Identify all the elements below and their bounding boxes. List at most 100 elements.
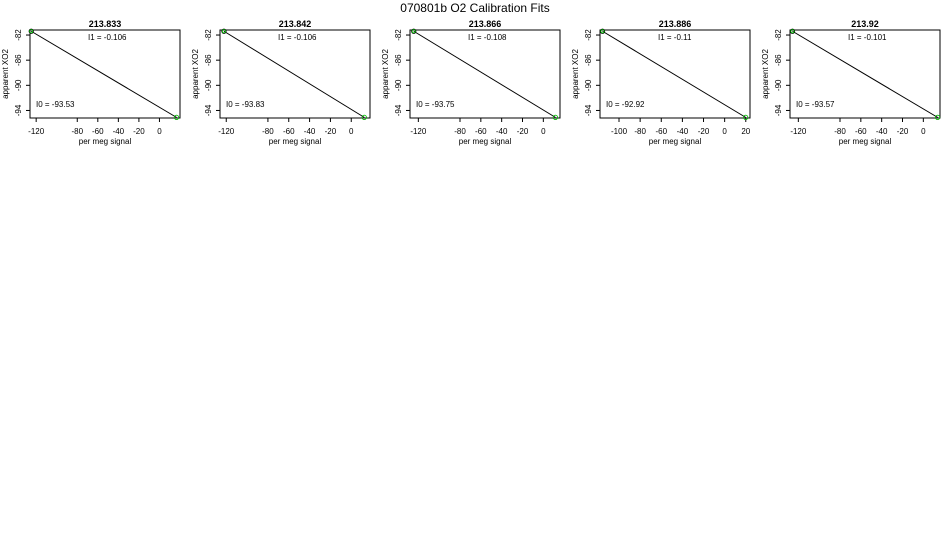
y-tick-label: -86 bbox=[14, 54, 23, 66]
y-axis-label: apparent XO2 bbox=[1, 49, 10, 99]
data-point bbox=[28, 28, 34, 34]
data-point bbox=[552, 114, 559, 120]
x-axis-label: per meg signal bbox=[839, 137, 892, 146]
fit-line bbox=[30, 30, 177, 118]
x-tick-label: -120 bbox=[28, 127, 45, 136]
panel-title: 213.866 bbox=[469, 19, 502, 29]
x-tick-label: -80 bbox=[71, 127, 83, 136]
data-point bbox=[29, 29, 34, 34]
y-tick-label: -82 bbox=[774, 29, 783, 41]
data-point bbox=[411, 28, 417, 34]
x-tick-label: -80 bbox=[454, 127, 466, 136]
y-tick-label: -86 bbox=[204, 54, 213, 66]
x-tick-label: 0 bbox=[722, 127, 727, 136]
data-point bbox=[599, 28, 606, 34]
intercept-annotation: I0 = -93.53 bbox=[36, 100, 75, 109]
x-tick-label: -20 bbox=[325, 127, 337, 136]
calibration-plots: 213.833 -120 -80 -60 -40 -20 0 -82 -86 -90 -94 per … bbox=[1, 19, 941, 146]
x-tick-label: -40 bbox=[876, 127, 888, 136]
y-tick-label: -86 bbox=[774, 54, 783, 66]
x-tick-label: -20 bbox=[517, 127, 529, 136]
data-point bbox=[411, 29, 416, 34]
x-tick-label: -40 bbox=[496, 127, 508, 136]
x-tick-label: -100 bbox=[611, 127, 628, 136]
y-tick-label: -94 bbox=[774, 104, 783, 116]
x-tick-label: 0 bbox=[921, 127, 926, 136]
slope-annotation: I1 = -0.101 bbox=[848, 33, 887, 42]
data-point bbox=[790, 29, 795, 34]
slope-annotation: I1 = -0.108 bbox=[468, 33, 507, 42]
plot-frame bbox=[789, 29, 941, 119]
y-tick-label: -82 bbox=[584, 29, 593, 41]
slope-annotation: I1 = -0.11 bbox=[658, 33, 692, 42]
data-point bbox=[173, 114, 180, 120]
x-tick-label: -20 bbox=[133, 127, 145, 136]
x-tick-label: -20 bbox=[897, 127, 909, 136]
plot-frame bbox=[599, 29, 751, 119]
x-axis-label: per meg signal bbox=[459, 137, 512, 146]
y-tick-label: -90 bbox=[14, 79, 23, 91]
y-tick-label: -94 bbox=[394, 104, 403, 116]
data-point bbox=[221, 29, 226, 34]
x-tick-label: -60 bbox=[92, 127, 104, 136]
data-point bbox=[600, 29, 605, 34]
panel-title: 213.886 bbox=[659, 19, 692, 29]
y-axis-label: apparent XO2 bbox=[191, 49, 200, 99]
plot-frame bbox=[219, 29, 371, 119]
fit-line bbox=[792, 30, 938, 118]
fit-line bbox=[602, 30, 746, 118]
x-tick-label: 20 bbox=[741, 127, 750, 136]
y-tick-label: -94 bbox=[204, 104, 213, 116]
x-axis-label: per meg signal bbox=[79, 137, 132, 146]
y-tick-label: -90 bbox=[584, 79, 593, 91]
x-tick-label: -120 bbox=[410, 127, 427, 136]
y-tick-label: -90 bbox=[394, 79, 403, 91]
y-tick-label: -90 bbox=[774, 79, 783, 91]
y-tick-label: -82 bbox=[14, 29, 23, 41]
panel-title: 213.842 bbox=[279, 19, 312, 29]
x-tick-label: -40 bbox=[113, 127, 125, 136]
x-tick-label: -60 bbox=[655, 127, 667, 136]
data-point bbox=[361, 114, 367, 120]
data-point bbox=[789, 28, 796, 34]
y-tick-label: -82 bbox=[204, 29, 213, 41]
y-tick-label: -82 bbox=[394, 29, 403, 41]
y-axis-label: apparent XO2 bbox=[761, 49, 770, 99]
x-tick-label: -80 bbox=[834, 127, 846, 136]
intercept-annotation: I0 = -93.57 bbox=[796, 100, 835, 109]
x-axis-label: per meg signal bbox=[649, 137, 702, 146]
y-tick-label: -90 bbox=[204, 79, 213, 91]
plot-frame bbox=[29, 29, 181, 119]
fit-line bbox=[223, 30, 365, 118]
intercept-annotation: I0 = -93.75 bbox=[416, 100, 455, 109]
x-tick-label: -60 bbox=[475, 127, 487, 136]
panel-title: 213.833 bbox=[89, 19, 122, 29]
data-point bbox=[935, 114, 941, 120]
x-tick-label: -60 bbox=[855, 127, 867, 136]
y-tick-label: -94 bbox=[14, 104, 23, 116]
x-tick-label: -40 bbox=[677, 127, 689, 136]
fit-line bbox=[413, 30, 556, 118]
x-tick-label: -120 bbox=[218, 127, 235, 136]
x-tick-label: -80 bbox=[634, 127, 646, 136]
data-point bbox=[221, 28, 227, 34]
x-tick-label: -80 bbox=[262, 127, 274, 136]
x-tick-label: -120 bbox=[790, 127, 807, 136]
figure-title: 070801b O2 Calibration Fits bbox=[400, 1, 550, 15]
x-tick-label: -40 bbox=[304, 127, 316, 136]
x-tick-label: 0 bbox=[157, 127, 162, 136]
y-axis-label: apparent XO2 bbox=[571, 49, 580, 99]
plot-frame bbox=[409, 29, 561, 119]
x-axis-label: per meg signal bbox=[269, 137, 322, 146]
data-point bbox=[743, 114, 749, 120]
panel-title: 213.92 bbox=[851, 19, 879, 29]
intercept-annotation: I0 = -92.92 bbox=[606, 100, 645, 109]
slope-annotation: I1 = -0.106 bbox=[278, 33, 317, 42]
y-tick-label: -86 bbox=[394, 54, 403, 66]
slope-annotation: I1 = -0.106 bbox=[88, 33, 127, 42]
y-axis-label: apparent XO2 bbox=[381, 49, 390, 99]
x-tick-label: -20 bbox=[698, 127, 710, 136]
x-tick-label: 0 bbox=[541, 127, 546, 136]
x-tick-label: 0 bbox=[349, 127, 354, 136]
x-tick-label: -60 bbox=[283, 127, 295, 136]
